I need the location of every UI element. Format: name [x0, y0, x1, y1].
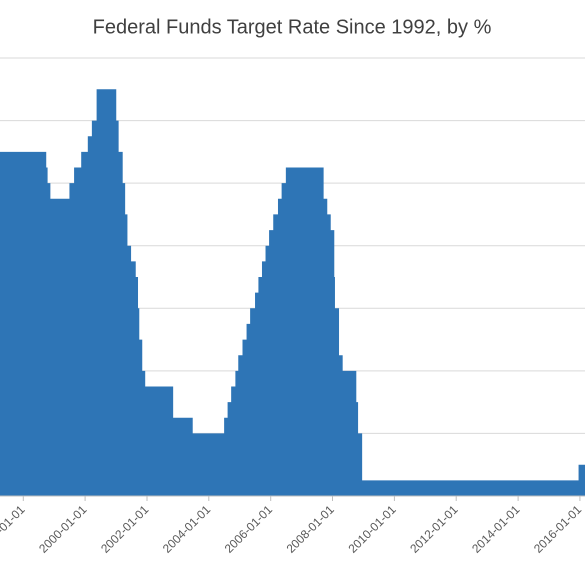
x-tick-label: 2002-01-01 — [98, 502, 152, 556]
plot-area — [0, 89, 585, 496]
x-tick-label: 2000-01-01 — [36, 502, 90, 556]
x-tick-label: 2006-01-01 — [222, 502, 276, 556]
x-tick-label: 2016-01-01 — [531, 502, 585, 556]
x-tick-label: 2014-01-01 — [469, 502, 523, 556]
chart-title: Federal Funds Target Rate Since 1992, by… — [93, 16, 492, 38]
x-tick-label: 2010-01-01 — [345, 502, 399, 556]
rate-area — [0, 89, 585, 496]
x-tick-label: 1998-01-01 — [0, 502, 28, 556]
x-tick-label: 2008-01-01 — [284, 502, 338, 556]
x-tick-label: 2012-01-01 — [407, 502, 461, 556]
x-tick-label: 2004-01-01 — [160, 502, 214, 556]
